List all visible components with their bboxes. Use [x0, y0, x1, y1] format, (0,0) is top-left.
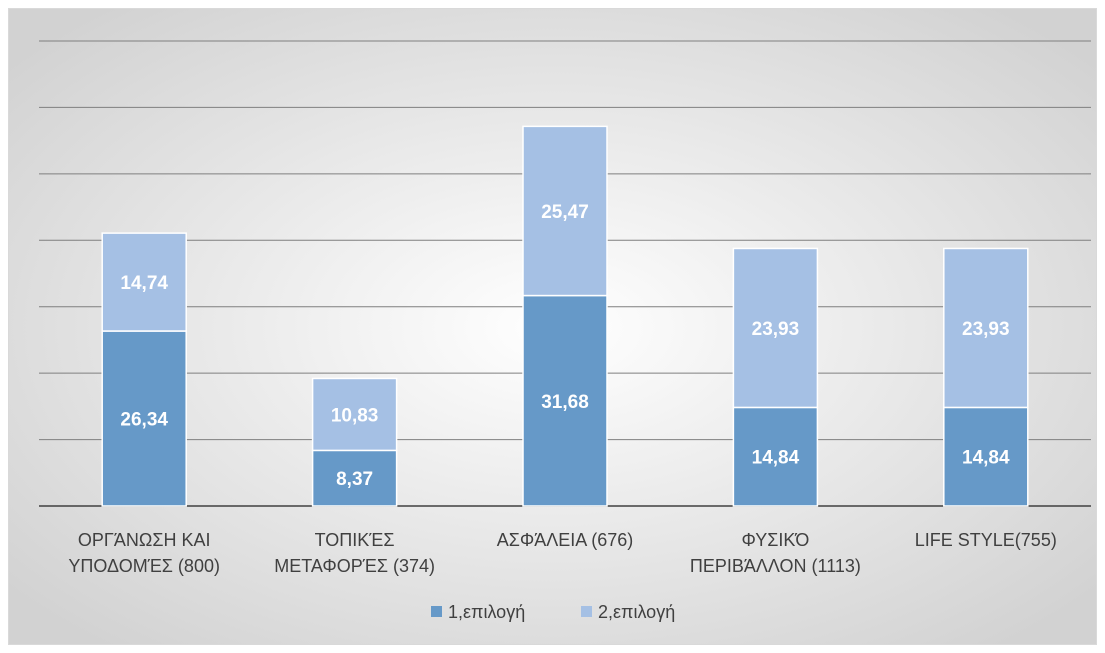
legend-swatch	[431, 606, 442, 617]
legend-label: 1,επιλογή	[448, 602, 525, 622]
data-label: 14,74	[120, 273, 168, 294]
chart-frame: 26,34 14,74 8,37 10,83 31,68 25,47 14,84 23,93 1…	[8, 8, 1097, 645]
category-label: ΥΠΟΔΟΜΈΣ (800)	[68, 556, 220, 576]
data-label: 14,84	[962, 448, 1010, 469]
category-label: ΟΡΓΆΝΩΣΗ ΚΑΙ	[78, 530, 211, 550]
category-label: LIFE STYLE(755)	[915, 530, 1057, 550]
data-label: 23,93	[752, 319, 800, 340]
bar-segment	[522, 125, 608, 297]
stacked-bar-chart: 26,34 14,74 8,37 10,83 31,68 25,47 14,84 23,93 1…	[9, 9, 1096, 644]
category-label: ΑΣΦΆΛΕΙΑ (676)	[497, 530, 634, 550]
data-label: 25,47	[541, 202, 589, 223]
bar-segment	[101, 330, 187, 507]
data-label: 23,93	[962, 319, 1010, 340]
category-label: ΠΕΡΙΒΆΛΛΟΝ (1113)	[690, 556, 861, 576]
legend-label: 2,επιλογή	[598, 602, 675, 622]
data-label: 10,83	[331, 405, 379, 426]
bar-segment	[943, 406, 1029, 507]
category-labels: ΟΡΓΆΝΩΣΗ ΚΑΙ ΥΠΟΔΟΜΈΣ (800) ΤΟΠΙΚΈΣ ΜΕΤΑΦΟΡ…	[68, 530, 1056, 576]
legend-swatch	[581, 606, 592, 617]
bars	[101, 125, 1029, 507]
bar-segment	[732, 247, 819, 409]
bar-segment	[522, 294, 608, 507]
category-label: ΜΕΤΑΦΟΡΈΣ (374)	[274, 556, 435, 576]
bar-segment	[943, 247, 1029, 409]
data-label: 26,34	[120, 410, 168, 431]
data-label: 31,68	[541, 392, 589, 413]
category-label: ΦΥΣΙΚΌ	[741, 530, 809, 550]
legend: 1,επιλογή 2,επιλογή	[431, 602, 675, 622]
data-labels: 26,34 14,74 8,37 10,83 31,68 25,47 14,84 23,93 1…	[120, 202, 1010, 490]
bar-segment	[311, 449, 398, 507]
bar-segment	[101, 232, 187, 332]
data-label: 8,37	[336, 469, 373, 490]
category-label: ΤΟΠΙΚΈΣ	[315, 530, 395, 550]
data-label: 14,84	[752, 448, 800, 469]
bar-segment	[311, 377, 398, 452]
